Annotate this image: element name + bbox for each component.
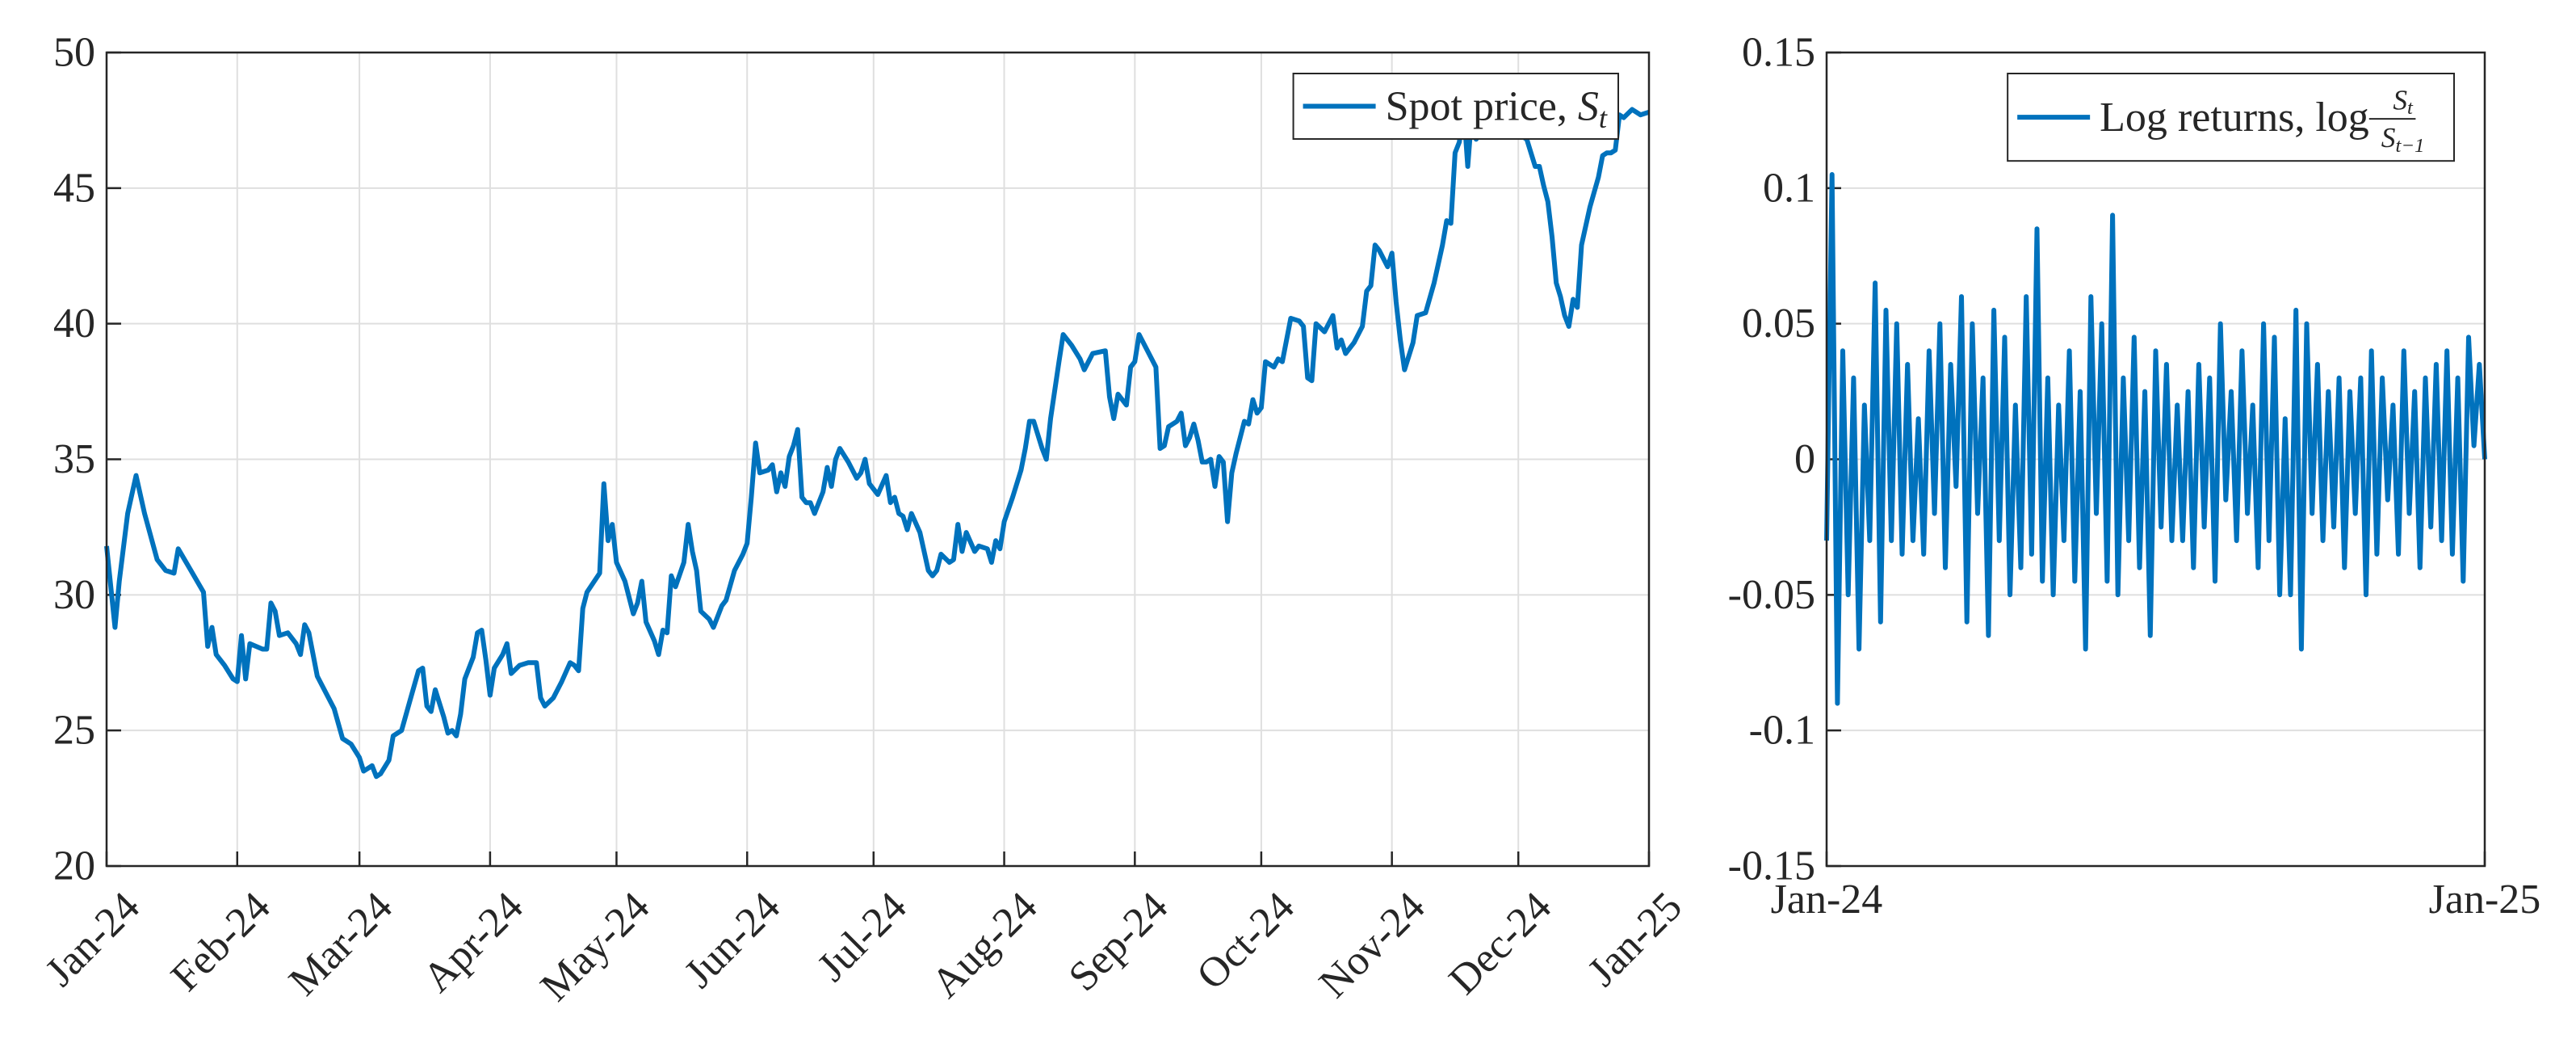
y-tick-label: 40 bbox=[53, 301, 95, 347]
y-tick-label: -0.1 bbox=[1749, 708, 1815, 754]
data-line bbox=[1824, 172, 2487, 706]
axes: 20 25 30 35 40 45 50 Jan-24 Feb-24 Mar-24 Apr-24 Ma… bbox=[37, 30, 1691, 1011]
axes-box bbox=[105, 51, 1651, 868]
x-tick-label: Oct-24 bbox=[1188, 884, 1303, 999]
legend-label: Log returns, log ​St​​St−1​​ bbox=[2100, 83, 2424, 156]
x-tick-label: Aug-24 bbox=[923, 884, 1047, 1007]
y-tick-label: 25 bbox=[53, 708, 95, 754]
y-tick-label: 0.15 bbox=[1742, 30, 1815, 76]
y-tick-label: 0.1 bbox=[1763, 165, 1815, 211]
y-tick-label: 0 bbox=[1794, 436, 1815, 482]
x-tick-label: Nov-24 bbox=[1311, 884, 1434, 1007]
x-tick-label: Jun-24 bbox=[676, 884, 789, 997]
y-tick-label: 0.05 bbox=[1742, 301, 1815, 347]
x-tick-label: Jul-24 bbox=[808, 884, 915, 990]
y-tick-label: -0.15 bbox=[1728, 843, 1815, 889]
y-tick-label: 30 bbox=[53, 572, 95, 618]
data-line bbox=[104, 104, 1650, 780]
y-tick-label: 20 bbox=[53, 843, 95, 889]
x-tick-label: Jan-24 bbox=[37, 884, 149, 995]
legend: Log returns, log ​St​​St−1​​ bbox=[2007, 73, 2455, 162]
x-tick-label: Jan-25 bbox=[2429, 877, 2541, 923]
legend-label: Spot price, St​ bbox=[1386, 83, 1608, 134]
y-tick-label: 45 bbox=[53, 165, 95, 211]
axes-box bbox=[1825, 51, 2486, 868]
x-tick-label: Sep-24 bbox=[1060, 884, 1177, 1000]
x-tick-label: Jan-24 bbox=[1771, 877, 1883, 923]
x-tick-label: Dec-24 bbox=[1441, 884, 1561, 1004]
x-tick-label: Apr-24 bbox=[414, 884, 532, 1002]
x-tick-label: Mar-24 bbox=[280, 884, 401, 1005]
y-tick-label: 50 bbox=[53, 30, 95, 76]
y-tick-label: 35 bbox=[53, 436, 95, 482]
x-tick-label: May-24 bbox=[532, 884, 659, 1011]
x-tick-label: Feb-24 bbox=[162, 884, 279, 1000]
y-tick-label: -0.05 bbox=[1728, 572, 1815, 618]
x-tick-label: Jan-25 bbox=[1580, 884, 1691, 995]
axes: -0.15 -0.1 -0.05 0 0.05 0.1 0.15 Jan-24 Jan-25 Lo… bbox=[1728, 30, 2541, 923]
legend: Spot price, St​ bbox=[1292, 73, 1619, 141]
